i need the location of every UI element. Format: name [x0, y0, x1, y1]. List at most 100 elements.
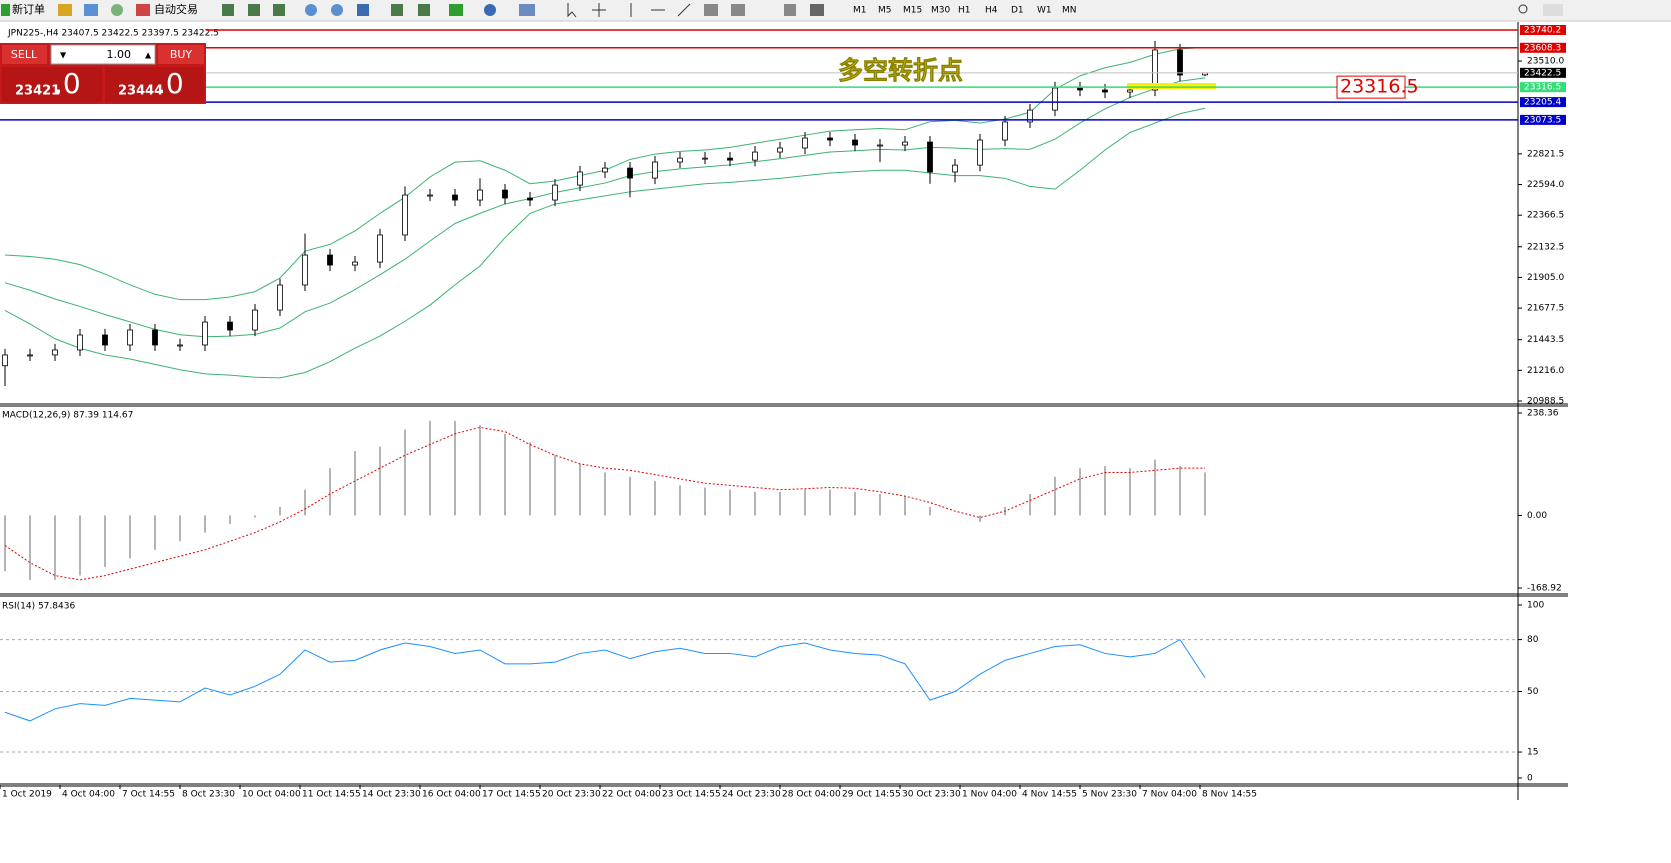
crosshair-tool[interactable] — [592, 3, 606, 17]
chart-header: JPN225-,H4 23407.5 23422.5 23397.5 23422… — [7, 29, 219, 39]
tool-icon[interactable] — [84, 4, 98, 16]
sell-price-fraction[interactable]: .0 — [54, 67, 81, 100]
x-tick-label: 8 Oct 23:30 — [182, 790, 235, 800]
zoom-out[interactable] — [331, 4, 343, 16]
search[interactable] — [1518, 4, 1528, 14]
sell-label[interactable]: SELL — [11, 48, 38, 61]
tool-icon[interactable] — [273, 4, 285, 16]
macd-bar — [1179, 466, 1181, 516]
auto-trading-button[interactable]: 自动交易 — [154, 2, 198, 16]
level-label: 23316.5 — [1524, 83, 1561, 93]
y-tick-label: 21677.5 — [1527, 304, 1564, 314]
tool-icon[interactable] — [357, 4, 369, 16]
macd-bar — [529, 442, 531, 516]
lot-down[interactable]: ▼ — [60, 51, 67, 60]
tool-icon[interactable] — [418, 4, 430, 16]
y-tick-label: 22366.5 — [1527, 211, 1564, 221]
candle-body — [177, 344, 183, 347]
new-order-icon[interactable] — [1, 4, 10, 16]
sell-button[interactable] — [2, 45, 47, 64]
tool-icon[interactable] — [704, 4, 718, 16]
zoom-in[interactable] — [305, 4, 317, 16]
candle-body — [152, 329, 158, 346]
timeframe-button[interactable]: M1 — [853, 6, 867, 16]
indicators[interactable] — [449, 4, 463, 16]
macd-bar — [879, 493, 881, 516]
y-tick-label: 22132.5 — [1527, 242, 1564, 252]
level-tag — [1520, 42, 1566, 53]
x-tick-label: 1 Oct 2019 — [2, 790, 52, 800]
buy-price[interactable]: 23444 — [118, 84, 163, 99]
x-tick-label: 4 Oct 04:00 — [62, 790, 115, 800]
macd-bar — [229, 515, 231, 525]
candle-body — [802, 137, 808, 149]
macd-bar — [579, 463, 581, 516]
macd-bar — [554, 455, 556, 516]
candle-body — [427, 194, 433, 197]
tool-icon[interactable] — [731, 4, 745, 16]
tool-icon[interactable] — [784, 4, 796, 16]
y-tick-label: 21905.0 — [1527, 273, 1564, 283]
sell-price-box[interactable] — [2, 67, 102, 102]
sell-price[interactable]: 23421 — [15, 84, 60, 99]
cursor-tool[interactable] — [567, 3, 577, 18]
buy-price-box[interactable] — [105, 67, 204, 102]
macd-bar — [1054, 476, 1056, 516]
auto-trading-icon[interactable] — [136, 4, 150, 16]
periods[interactable] — [484, 4, 496, 16]
trendline-tool[interactable] — [677, 3, 691, 17]
x-tick-label: 14 Oct 23:30 — [362, 790, 421, 800]
x-tick-label: 8 Nov 14:55 — [1202, 790, 1257, 800]
y-tick-label: 50 — [1527, 687, 1539, 697]
x-tick-label: 7 Nov 04:00 — [1142, 790, 1197, 800]
tool-icon[interactable] — [111, 4, 123, 16]
timeframe-button[interactable]: W1 — [1037, 6, 1052, 16]
macd-bar — [1129, 468, 1131, 516]
macd-bar — [654, 481, 656, 516]
lot-up[interactable]: ▲ — [145, 51, 152, 60]
macd-bar — [179, 515, 181, 542]
x-tick-label: 1 Nov 04:00 — [962, 790, 1017, 800]
candle-body — [1027, 109, 1033, 123]
tool-icon[interactable] — [58, 4, 72, 16]
timeframe-button[interactable]: M5 — [878, 6, 892, 16]
templates[interactable] — [519, 4, 535, 16]
timeframe-button[interactable]: H1 — [958, 6, 971, 16]
candle-body — [952, 164, 958, 173]
macd-bar — [1079, 468, 1081, 516]
macd-bar — [154, 515, 156, 550]
level-label: 23740.2 — [1524, 26, 1561, 36]
x-tick-label: 20 Oct 23:30 — [542, 790, 601, 800]
timeframe-button[interactable]: MN — [1062, 6, 1077, 16]
tool-icon[interactable] — [248, 4, 260, 16]
new-order-button[interactable]: 新订单 — [12, 2, 45, 16]
x-tick-label: 4 Nov 14:55 — [1022, 790, 1077, 800]
macd-bar — [1029, 493, 1031, 516]
buy-price-fraction[interactable]: .0 — [157, 67, 184, 100]
y-tick-label: -168.92 — [1527, 584, 1562, 594]
tool-icon[interactable] — [391, 4, 403, 16]
tool-icon[interactable] — [810, 4, 824, 16]
macd-bar — [1154, 459, 1156, 516]
y-tick-label: 0 — [1527, 774, 1533, 784]
lot-value[interactable]: 1.00 — [107, 48, 132, 61]
buy-button[interactable] — [158, 45, 204, 64]
candle-body — [977, 139, 983, 166]
level-tag — [1520, 114, 1566, 125]
candle-body — [1177, 49, 1183, 76]
macd-bar — [454, 420, 456, 516]
candle-body — [127, 329, 133, 346]
candle-body — [227, 321, 233, 331]
tool-icon[interactable] — [222, 4, 234, 16]
timeframe-button[interactable]: D1 — [1011, 6, 1024, 16]
level-tag — [1520, 67, 1566, 78]
candle-body — [677, 157, 683, 163]
candle-body — [777, 147, 783, 153]
timeframe-button[interactable]: M30 — [931, 6, 950, 16]
macd-bar — [429, 420, 431, 516]
buy-label[interactable]: BUY — [170, 48, 193, 61]
lot-input[interactable] — [50, 44, 156, 65]
account[interactable] — [1543, 4, 1563, 16]
timeframe-button[interactable]: H4 — [985, 6, 998, 16]
timeframe-button[interactable]: M15 — [903, 6, 922, 16]
